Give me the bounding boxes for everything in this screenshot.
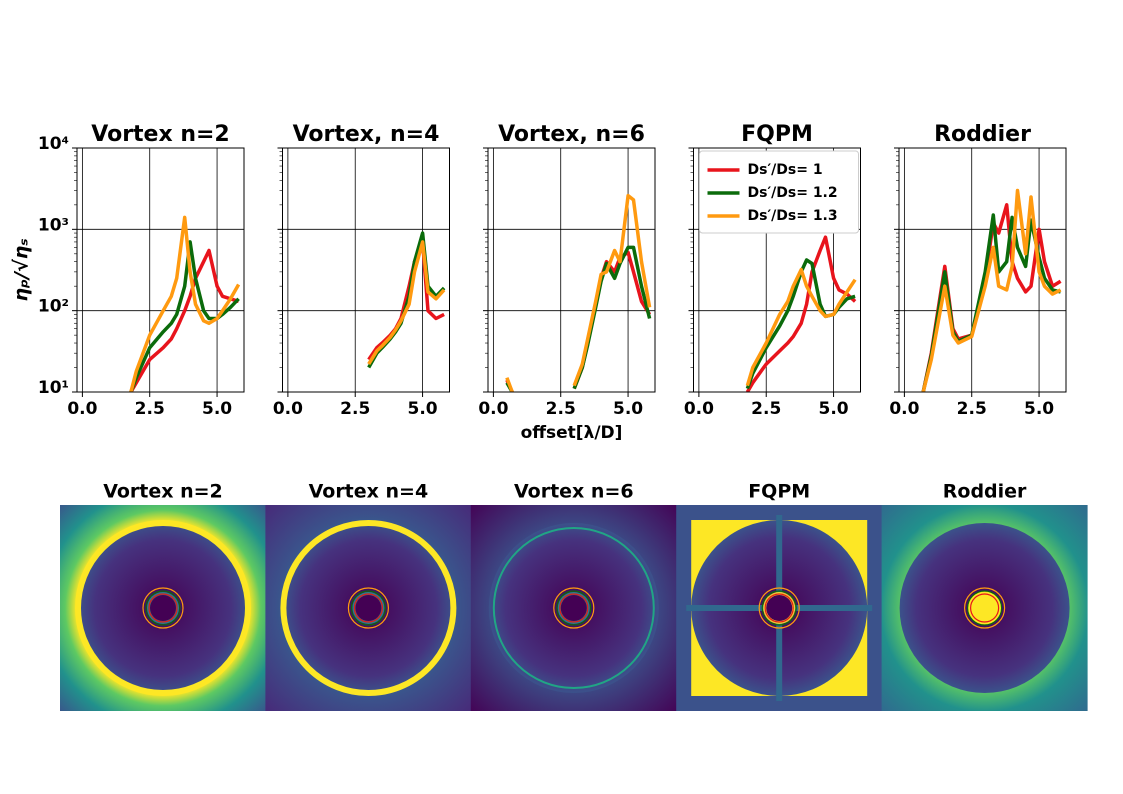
data-line: [745, 267, 857, 387]
subplot-title: Vortex, n=4: [293, 122, 440, 147]
x-tick-label: 0.0: [273, 399, 303, 419]
pupil-ring: [75, 520, 251, 696]
x-tick-label: 5.0: [1024, 399, 1054, 419]
x-tick-label: 0.0: [684, 399, 714, 419]
data-line: [367, 240, 446, 366]
x-tick-label: 0.0: [478, 399, 508, 419]
mask-circle: [347, 587, 389, 629]
subplot-title: FQPM: [741, 122, 813, 147]
subplot: Vortex, n=4 0.0 2.5 5.0: [273, 122, 450, 419]
subplot: Vortex n=2 10¹ 10² 10³ 10⁴ 0.0 2.5 5.0 ηₚ/√ηₛ: [11, 122, 245, 419]
inner: [560, 595, 587, 621]
image-panel: Vortex n=2: [60, 481, 266, 711]
image-panel: Roddier: [881, 481, 1088, 711]
subplot: Roddier 0.0 2.5 5.0: [889, 122, 1067, 419]
mask-circle: [559, 593, 589, 623]
x-axis-label: offset[λ/D]: [521, 423, 623, 443]
image-title: Roddier: [943, 481, 1027, 503]
y-tick-label: 10³: [38, 215, 69, 235]
image-title: Vortex n=4: [309, 481, 429, 503]
mask-circle: [966, 590, 1003, 626]
plot-frame: [76, 147, 245, 393]
subplot-title: Vortex n=2: [91, 122, 229, 147]
mask-circle: [761, 590, 797, 626]
image-title: Vortex n=2: [103, 481, 223, 503]
x-tick-label: 2.5: [135, 399, 165, 419]
inner: [971, 595, 998, 621]
data-line: [367, 240, 445, 361]
pupil-ring: [280, 520, 457, 696]
mask-circle: [350, 590, 386, 626]
image-title: Vortex n=6: [514, 481, 634, 503]
subplot-title: Vortex, n=6: [498, 122, 645, 147]
data-line: [745, 235, 857, 392]
subplot-title: Roddier: [934, 122, 1031, 147]
inner: [766, 595, 793, 621]
plot-frame: [282, 147, 450, 393]
y-tick-label: 10²: [38, 297, 69, 317]
legend-label: Ds′/Ds= 1.2: [748, 185, 838, 201]
mask-circle: [353, 593, 383, 623]
plot-frame: [898, 147, 1067, 393]
mask-circle: [142, 587, 184, 629]
mask-circle: [148, 593, 178, 623]
data-line: [129, 215, 241, 392]
pupil-ring: [492, 527, 655, 689]
mask-circle: [969, 593, 1000, 623]
x-tick-label: 2.5: [957, 399, 987, 419]
legend-label: Ds′/Ds= 1.3: [748, 208, 838, 224]
plot-frame: [693, 147, 861, 393]
x-tick-label: 5.0: [613, 399, 643, 419]
inner: [355, 595, 382, 621]
inner: [150, 595, 176, 621]
mask-circle: [556, 590, 592, 626]
data-line: [129, 248, 240, 392]
subplot: Vortex, n=6 0.0 2.5 5.0 offset[λ/D]: [478, 122, 656, 443]
y-tick-label: 10⁴: [38, 134, 69, 154]
y-axis-label: ηₚ/√ηₛ: [11, 238, 33, 301]
x-tick-label: 2.5: [340, 399, 370, 419]
data-line: [505, 193, 652, 392]
y-tick-label: 10¹: [38, 378, 69, 398]
mask-circle: [764, 593, 794, 623]
image-panel: Vortex n=6: [470, 481, 677, 711]
mask-circle: [963, 587, 1006, 629]
x-tick-label: 2.5: [751, 399, 781, 419]
image-panel: Vortex n=4: [265, 481, 472, 711]
mask-circle: [145, 590, 181, 626]
image-panel: FQPM: [676, 481, 883, 711]
legend: Ds′/Ds= 1 Ds′/Ds= 1.2 Ds′/Ds= 1.3: [699, 150, 859, 234]
x-tick-label: 2.5: [546, 399, 576, 419]
mask-circle: [553, 587, 595, 629]
legend-label: Ds′/Ds= 1: [748, 162, 823, 178]
x-tick-label: 0.0: [889, 399, 919, 419]
x-tick-label: 5.0: [819, 399, 849, 419]
mask-circle: [758, 587, 800, 629]
plot-frame: [487, 147, 656, 393]
data-line: [921, 188, 1062, 392]
data-line: [129, 240, 240, 392]
x-tick-label: 5.0: [202, 399, 232, 419]
x-tick-label: 0.0: [67, 399, 97, 419]
x-tick-label: 5.0: [408, 399, 438, 419]
image-title: FQPM: [748, 481, 810, 503]
